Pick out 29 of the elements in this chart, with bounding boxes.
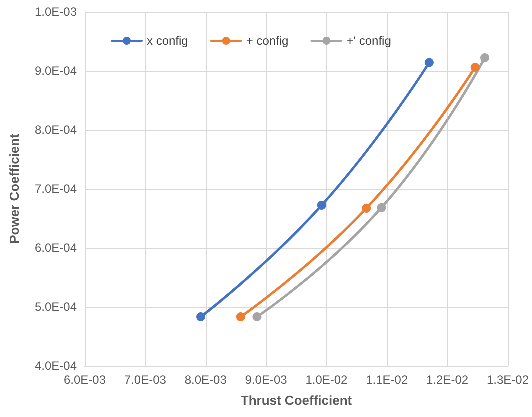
y-tick-label: 7.0E-04 [34, 182, 78, 196]
y-tick-label: 8.0E-04 [34, 123, 78, 137]
point [236, 312, 246, 322]
x-tick-label: 8.0E-03 [184, 373, 228, 387]
x-tick-label: 1.0E-02 [306, 373, 348, 387]
x-tick-label: 1.1E-02 [366, 373, 408, 387]
x-tick-label: 6.0E-03 [64, 373, 106, 387]
y-tick-label: 6.0E-04 [34, 241, 78, 255]
x-tick-label: 1.2E-02 [426, 373, 469, 387]
point [362, 204, 372, 213]
y-axis-title: Power Coefficient [7, 133, 22, 244]
legend-label: + config [246, 34, 289, 48]
y-tick-label: 1.0E-03 [34, 5, 78, 19]
point [480, 54, 490, 63]
point [252, 312, 262, 322]
legend-label: x config [147, 34, 188, 48]
x-tick-label: 9.0E-03 [245, 373, 288, 387]
point [377, 203, 386, 212]
x-axis-title: Thrust Coefficient [240, 393, 353, 408]
x-tick-label: 7.0E-03 [124, 373, 167, 387]
legend-label: +' config [346, 34, 392, 48]
point [470, 62, 480, 72]
point [196, 312, 206, 322]
y-tick-label: 9.0E-04 [34, 64, 78, 78]
y-tick-label: 4.0E-04 [34, 359, 78, 373]
x-tick-label: 1.3E-02 [486, 373, 530, 387]
point [317, 201, 326, 210]
y-tick-label: 5.0E-04 [34, 300, 78, 314]
point [424, 58, 434, 68]
